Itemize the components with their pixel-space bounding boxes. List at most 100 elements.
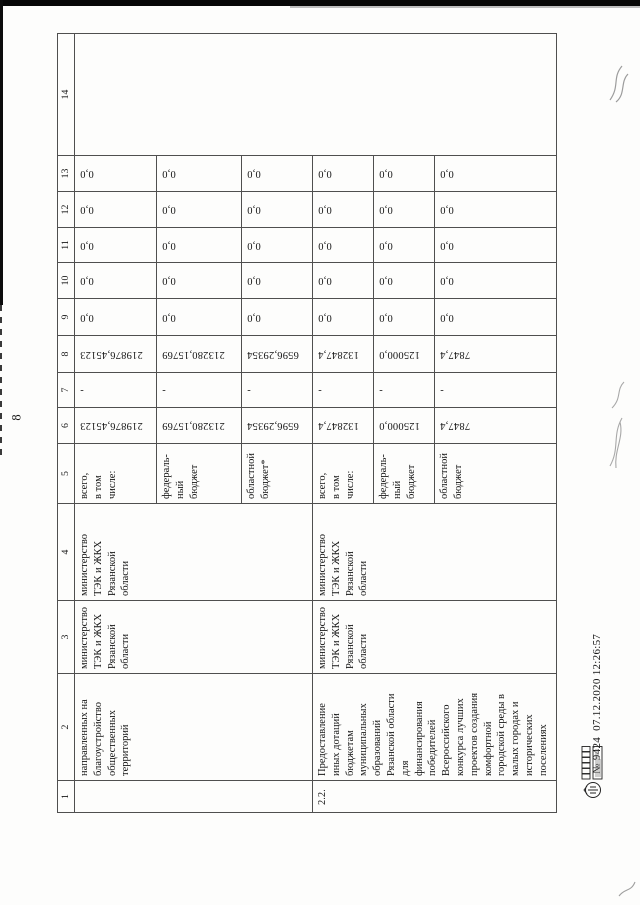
cell-r1-total-col9: 0,0 bbox=[74, 298, 157, 336]
col-number-label: 6 bbox=[60, 423, 71, 428]
pen-scribble-icon bbox=[609, 381, 625, 469]
budget-label-r2-federal: федераль- ный бюджет bbox=[373, 443, 435, 504]
page-number: 8 bbox=[9, 414, 24, 421]
col-number-cell-2: 2 bbox=[57, 673, 75, 781]
cell-r1-total-col6: 219876,45123 bbox=[74, 407, 157, 444]
cell-r1-federal-col8: 213280,15769 bbox=[156, 335, 242, 373]
cell-r1-regional-col7: - bbox=[241, 372, 313, 408]
pen-scribble-icon bbox=[618, 881, 636, 897]
cell-r2-federal-col8: 125000,0 bbox=[373, 335, 435, 373]
cell-r1-regional-col10: 0,0 bbox=[241, 262, 313, 299]
row-number-r1 bbox=[74, 780, 313, 813]
col-number-cell-5: 5 bbox=[57, 443, 75, 504]
cell-r2-federal-col9: 0,0 bbox=[373, 298, 435, 336]
col-number-cell-14: 14 bbox=[57, 33, 75, 156]
cell-r2-total-col11: 0,0 bbox=[312, 227, 374, 263]
scan-edge-top-bar-ragged bbox=[290, 6, 640, 8]
cell-r1-federal-col12: 0,0 bbox=[156, 191, 242, 228]
executor-col3-r2: министерство ТЭК и ЖКХ Рязанской области bbox=[312, 600, 557, 674]
cell-r1-regional-col9: 0,0 bbox=[241, 298, 313, 336]
col-number-label: 12 bbox=[60, 204, 71, 215]
cell-r2-federal-col13: 0,0 bbox=[373, 155, 435, 192]
budget-label-r1-regional: областной бюджет* bbox=[241, 443, 313, 504]
cell-r2-total-col7: - bbox=[312, 372, 374, 408]
cell-r1-total-col8: 219876,45123 bbox=[74, 335, 157, 373]
description-r1: направленных на благоустройство обществе… bbox=[74, 673, 313, 781]
col-number-label: 2 bbox=[60, 724, 71, 730]
pen-scribble-icon bbox=[609, 65, 629, 103]
cell-r1-total-col11: 0,0 bbox=[74, 227, 157, 263]
scan-edge-top-bar bbox=[0, 0, 640, 6]
cell-r1-regional-col12: 0,0 bbox=[241, 191, 313, 228]
cell-r2-regional-col11: 0,0 bbox=[434, 227, 557, 263]
col-number-cell-4: 4 bbox=[57, 503, 75, 601]
cell-r2-regional-col7: - bbox=[434, 372, 557, 408]
cell-r2-regional-col6: 7847,4 bbox=[434, 407, 557, 444]
cell-r1-total-col13: 0,0 bbox=[74, 155, 157, 192]
cell-r1-regional-col8: 6596,29354 bbox=[241, 335, 313, 373]
cell-r1-federal-col11: 0,0 bbox=[156, 227, 242, 263]
col-number-label: 7 bbox=[60, 387, 71, 393]
cell-r2-federal-col7: - bbox=[373, 372, 435, 408]
emblem-stamp-icon bbox=[581, 746, 603, 798]
cell-r1-total-col10: 0,0 bbox=[74, 262, 157, 299]
cell-r2-total-col12: 0,0 bbox=[312, 191, 374, 228]
col-number-label: 4 bbox=[60, 549, 71, 555]
cell-r1-regional-col6: 6596,29354 bbox=[241, 407, 313, 444]
col-number-cell-8: 8 bbox=[57, 335, 75, 373]
cell-r2-regional-col9: 0,0 bbox=[434, 298, 557, 336]
col-number-label: 11 bbox=[60, 240, 71, 250]
col-number-label: 13 bbox=[60, 168, 71, 179]
col-number-label: 14 bbox=[60, 89, 71, 100]
budget-label-r1-federal: федераль- ный бюджет bbox=[156, 443, 242, 504]
scan-edge-left-line-faded bbox=[0, 305, 2, 460]
cell-r2-federal-col11: 0,0 bbox=[373, 227, 435, 263]
executor-col3-r1: министерство ТЭК и ЖКХ Рязанской области bbox=[74, 600, 313, 674]
cell-r1-federal-col6: 213280,15769 bbox=[156, 407, 242, 444]
col-number-cell-1: 1 bbox=[57, 780, 75, 813]
cell-r2-total-col10: 0,0 bbox=[312, 262, 374, 299]
col-number-cell-13: 13 bbox=[57, 155, 75, 192]
col-number-label: 9 bbox=[60, 314, 71, 320]
cell-r2-total-col13: 0,0 bbox=[312, 155, 374, 192]
cell-r1-federal-col9: 0,0 bbox=[156, 298, 242, 336]
col-number-label: 3 bbox=[60, 634, 71, 640]
cell-r2-regional-col10: 0,0 bbox=[434, 262, 557, 299]
col-number-cell-7: 7 bbox=[57, 372, 75, 408]
cell-r2-total-col6: 132847,4 bbox=[312, 407, 374, 444]
col-number-label: 8 bbox=[60, 351, 71, 357]
cell-r2-federal-col6: 125000,0 bbox=[373, 407, 435, 444]
budget-label-r2-regional: областной бюджет bbox=[434, 443, 557, 504]
col-number-cell-11: 11 bbox=[57, 227, 75, 263]
cell-r2-regional-col12: 0,0 bbox=[434, 191, 557, 228]
row-number-r2: 2.2. bbox=[312, 780, 557, 813]
col-number-cell-12: 12 bbox=[57, 191, 75, 228]
cell-r2-federal-col10: 0,0 bbox=[373, 262, 435, 299]
cell-r2-regional-col8: 7847,4 bbox=[434, 335, 557, 373]
cell-r1-total-col7: - bbox=[74, 372, 157, 408]
col-number-cell-9: 9 bbox=[57, 298, 75, 336]
col-number-label: 10 bbox=[60, 275, 71, 286]
description-r2: Предоставление иных дотаций бюджетам мун… bbox=[312, 673, 557, 781]
cell-r1-federal-col10: 0,0 bbox=[156, 262, 242, 299]
cell-r2-regional-col13: 0,0 bbox=[434, 155, 557, 192]
registration-stamp bbox=[578, 741, 612, 801]
cell-r2-total-col9: 0,0 bbox=[312, 298, 374, 336]
scan-edge-left-line bbox=[0, 0, 3, 305]
cell-r1-total-col12: 0,0 bbox=[74, 191, 157, 228]
col-number-cell-10: 10 bbox=[57, 262, 75, 299]
cell-r1-regional-col11: 0,0 bbox=[241, 227, 313, 263]
cell-col14-empty bbox=[74, 33, 557, 156]
col-number-label: 1 bbox=[60, 794, 71, 799]
col-number-label: 5 bbox=[60, 471, 71, 476]
cell-r1-regional-col13: 0,0 bbox=[241, 155, 313, 192]
budget-label-r1-total: всего, в том числе: bbox=[74, 443, 157, 504]
cell-r2-federal-col12: 0,0 bbox=[373, 191, 435, 228]
cell-r2-total-col8: 132847,4 bbox=[312, 335, 374, 373]
budget-label-r2-total: всего, в том числе: bbox=[312, 443, 374, 504]
col-number-cell-3: 3 bbox=[57, 600, 75, 674]
executor-col4-r2: министерство ТЭК и ЖКХ Рязанской области bbox=[312, 503, 557, 601]
cell-r1-federal-col7: - bbox=[156, 372, 242, 408]
cell-r1-federal-col13: 0,0 bbox=[156, 155, 242, 192]
